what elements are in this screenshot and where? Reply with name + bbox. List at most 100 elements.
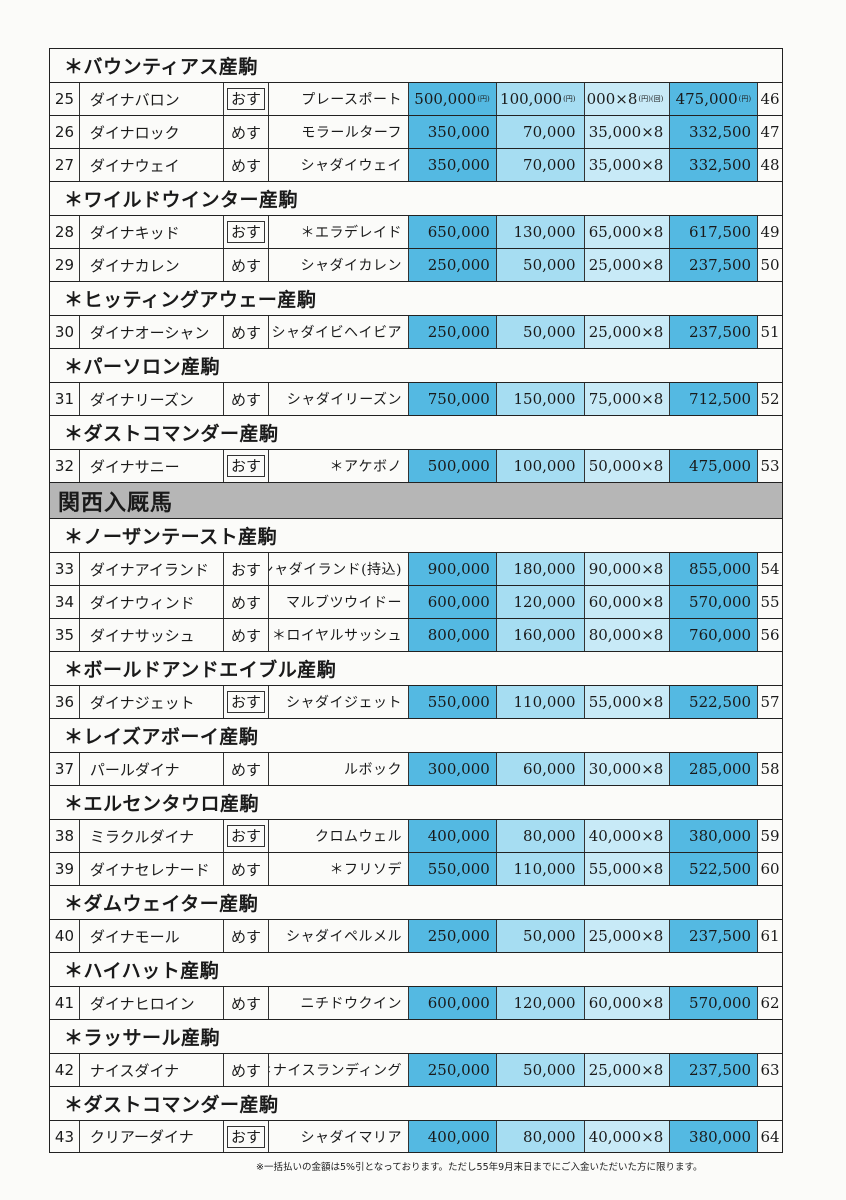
total-price-text: 500,000 — [427, 457, 490, 475]
total-price: 550,000 — [409, 686, 497, 718]
horse-name-text: ミラクルダイナ — [89, 827, 195, 846]
heading-text: 関西入厩馬 — [58, 490, 174, 516]
horse-sex: おす — [224, 450, 270, 482]
horse-sex-text: めす — [230, 390, 261, 409]
dam-name-text: シャダイウェイ — [300, 158, 403, 174]
installment: 75,000×8 — [584, 383, 671, 415]
total-price-text: 400,000 — [427, 1127, 490, 1146]
installment: 25,000×8 — [584, 249, 671, 281]
horse-number-text: 31 — [54, 390, 74, 408]
heading-text: ＊エルセンタウロ産駒 — [64, 793, 260, 815]
dam-name: シャダイジェット — [269, 686, 410, 718]
deposit-text: 150,000 — [513, 390, 576, 408]
total-price-text: 250,000 — [427, 256, 490, 274]
installment: 25,000×8 — [584, 1054, 671, 1086]
installment: 65,000×8 — [584, 216, 671, 248]
horse-number: 39 — [50, 853, 80, 885]
total-price-text: 500,000 — [414, 90, 477, 108]
horse-number: 35 — [50, 619, 80, 651]
deposit-text: 50,000 — [523, 1061, 576, 1079]
horse-sex: おす — [224, 686, 270, 718]
horse-name-text: ダイナサッシュ — [89, 626, 195, 645]
deposit-text: 180,000 — [513, 560, 576, 578]
horse-number-text: 28 — [54, 223, 74, 241]
deposit: 120,000 — [496, 586, 585, 618]
sire-heading: ＊ヒッティングアウェー産駒 — [49, 281, 783, 315]
total-price: 600,000 — [409, 586, 497, 618]
page-ref-text: 53 — [760, 457, 780, 475]
horse-number: 29 — [50, 249, 80, 281]
deposit: 50,000 — [496, 920, 585, 952]
horse-name: ダイナジェット — [80, 686, 224, 718]
sire-heading: ＊エルセンタウロ産駒 — [49, 785, 783, 819]
dam-name-text: ＊アケボノ — [329, 459, 403, 475]
page-ref-text: 58 — [760, 760, 780, 778]
total-price-text: 250,000 — [427, 1061, 490, 1079]
horse-name: ナイスダイナ — [80, 1054, 224, 1086]
horse-name-text: ダイナアイランド — [89, 560, 209, 579]
horse-sex-text: めす — [230, 994, 261, 1013]
dam-name-text: ＊ナイスランディング — [269, 1063, 403, 1079]
total-price: 750,000 — [409, 383, 497, 415]
horse-number: 31 — [50, 383, 80, 415]
dam-name-text: シャダイカレン — [300, 258, 403, 274]
deposit: 70,000 — [496, 149, 585, 181]
horse-number-text: 35 — [54, 626, 74, 644]
installment-text: 25,000×8 — [588, 1061, 664, 1079]
horse-name-text: ダイナモール — [89, 927, 180, 946]
horse-sex: めす — [224, 249, 270, 281]
dam-name: ＊エラデレイド — [269, 216, 410, 248]
deposit-text: 110,000 — [513, 693, 576, 711]
installment: 60,000×8 — [584, 987, 671, 1019]
horse-sex-text: めす — [230, 123, 261, 142]
page-ref-text: 51 — [760, 323, 780, 341]
page-ref-text: 49 — [760, 223, 780, 241]
horse-name: ミラクルダイナ — [80, 820, 224, 852]
horse-number: 32 — [50, 450, 80, 482]
deposit-text: 50,000 — [523, 323, 576, 341]
total-price: 500,000 (円) — [409, 83, 497, 115]
horse-sex-text: おす — [226, 221, 265, 243]
page-ref: 54 — [758, 553, 783, 585]
horse-name: ダイナサニー — [80, 450, 224, 482]
horse-number: 25 — [50, 83, 80, 115]
lump-sum-text: 285,000 — [689, 760, 752, 778]
total-price-text: 350,000 — [427, 156, 490, 174]
lump-sum: 237,500 — [670, 249, 759, 281]
table-row: 32 ダイナサニー おす ＊アケボノ 500,000 100,000 50,000×8 475… — [49, 449, 783, 482]
installment: 40,000×8 — [584, 1121, 671, 1152]
deposit: 180,000 — [496, 553, 585, 585]
horse-sex-text: おす — [226, 825, 265, 847]
horse-number-text: 38 — [54, 827, 74, 845]
page-ref-text: 55 — [760, 593, 780, 611]
dam-name: ＊ロイヤルサッシュ — [269, 619, 410, 651]
installment: 50,000×8 — [584, 450, 671, 482]
lump-sum-text: 237,500 — [689, 256, 752, 274]
installment-text: 60,000×8 — [588, 593, 664, 611]
page-ref: 57 — [758, 686, 783, 718]
lump-sum: 380,000 — [670, 820, 759, 852]
total-price: 600,000 — [409, 987, 497, 1019]
horse-sex-text: めす — [230, 156, 261, 175]
lump-sum: 522,500 — [670, 853, 759, 885]
installment-text: 35,000×8 — [588, 156, 664, 174]
horse-sex-text: めす — [230, 1061, 261, 1080]
horse-sex: めす — [224, 1054, 270, 1086]
total-price-text: 400,000 — [427, 827, 490, 845]
horse-sex-text: おす — [230, 560, 261, 579]
horse-name: ダイナヒロイン — [80, 987, 224, 1019]
horse-number: 27 — [50, 149, 80, 181]
total-price-text: 250,000 — [427, 927, 490, 945]
lump-sum-text: 855,000 — [689, 560, 752, 578]
dam-name: シャダイリーズン — [269, 383, 410, 415]
horse-sex-text: めす — [230, 323, 261, 342]
horse-name-text: ダイナロック — [89, 123, 180, 142]
horse-name-text: ダイナリーズン — [89, 390, 194, 409]
horse-sex-text: めす — [230, 860, 261, 879]
page-ref-text: 61 — [760, 927, 780, 945]
table-row: 30 ダイナオーシャン めす シャダイビヘイビア 250,000 50,000 25,000… — [49, 315, 783, 348]
lump-sum: 237,500 — [670, 316, 759, 348]
page-ref-text: 54 — [760, 560, 780, 578]
horse-name: ダイナオーシャン — [80, 316, 224, 348]
deposit-text: 100,000 — [513, 457, 576, 475]
